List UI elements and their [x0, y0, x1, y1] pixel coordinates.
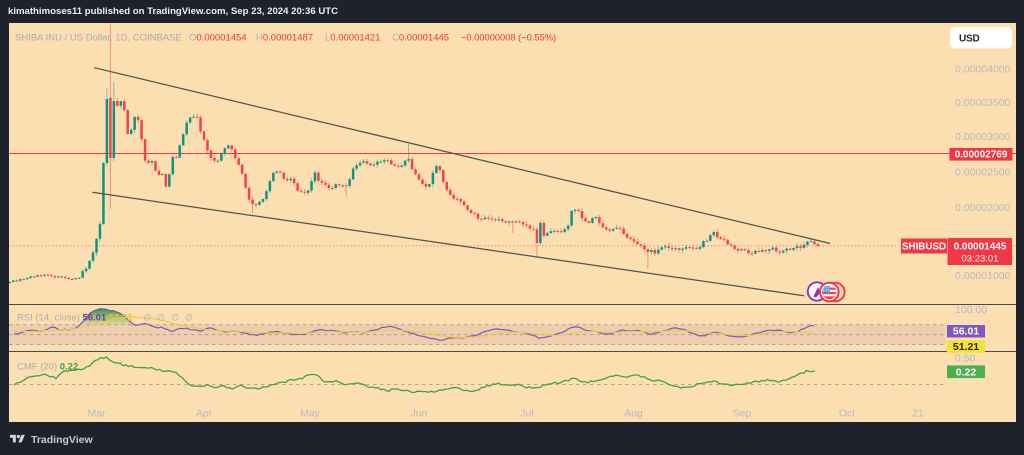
- svg-text:Apr: Apr: [196, 408, 213, 420]
- svg-text:SHIBA INU / US Dollar, 1D, COI: SHIBA INU / US Dollar, 1D, COINBASE: [15, 32, 182, 43]
- svg-text:03:23:01: 03:23:01: [962, 254, 999, 265]
- svg-text:0.50: 0.50: [955, 352, 976, 364]
- svg-text:0.22: 0.22: [956, 366, 977, 378]
- svg-text:H0.00001487: H0.00001487: [256, 32, 313, 43]
- svg-text:0.00001000: 0.00001000: [955, 270, 1011, 282]
- svg-text:L0.00001421: L0.00001421: [325, 32, 381, 43]
- svg-text:0.00002000: 0.00002000: [955, 202, 1011, 214]
- svg-text:Sep: Sep: [733, 408, 752, 420]
- svg-text:−0.00000008 (−0.55%): −0.00000008 (−0.55%): [461, 32, 556, 42]
- svg-text:0.00003000: 0.00003000: [955, 131, 1011, 143]
- svg-text:21: 21: [912, 408, 924, 420]
- svg-text:O0.00001454: O0.00001454: [189, 32, 247, 43]
- svg-text:0.00004000: 0.00004000: [955, 64, 1011, 76]
- svg-text:RSI (14, close) 56.01 51.21 ∅: RSI (14, close) 56.01 51.21 ∅ ∅ ∅ ∅: [17, 313, 193, 324]
- svg-text:C0.00001445: C0.00001445: [392, 32, 449, 43]
- svg-text:0.00001445: 0.00001445: [954, 241, 1007, 252]
- svg-text:56.01: 56.01: [953, 326, 979, 338]
- svg-text:51.21: 51.21: [953, 341, 979, 353]
- svg-text:0.00002500: 0.00002500: [955, 167, 1011, 179]
- svg-text:May: May: [300, 408, 321, 420]
- svg-text:Aug: Aug: [624, 408, 643, 420]
- svg-text:USD: USD: [959, 33, 980, 44]
- svg-text:100.00: 100.00: [955, 304, 987, 316]
- svg-text:SHIBUSD: SHIBUSD: [902, 241, 946, 252]
- svg-text:0.00002769: 0.00002769: [955, 150, 1008, 161]
- svg-text:Jul: Jul: [520, 408, 533, 420]
- svg-text:0.00003500: 0.00003500: [955, 97, 1011, 109]
- svg-text:Oct: Oct: [839, 408, 855, 420]
- svg-text:Jun: Jun: [411, 408, 428, 420]
- svg-text:CMF (20) 0.22: CMF (20) 0.22: [17, 362, 78, 373]
- svg-text:Mar: Mar: [87, 408, 106, 420]
